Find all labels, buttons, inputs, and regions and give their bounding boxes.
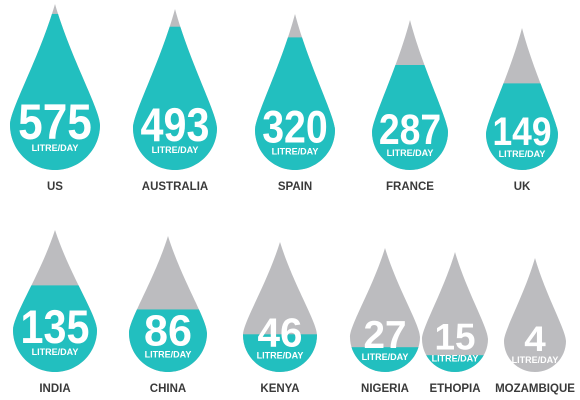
drop-value-spain: 320 <box>262 102 328 153</box>
drop-fill-india <box>13 285 97 372</box>
drop-unit-kenya: LITRE/DAY <box>257 350 304 360</box>
drop-value-kenya: 46 <box>258 309 303 355</box>
country-label-australia: AUSTRALIA <box>142 181 208 193</box>
country-label-uk: UK <box>514 181 531 193</box>
country-label-us: US <box>47 181 63 193</box>
drop-value-mozambique: 4 <box>524 320 546 359</box>
country-label-india: INDIA <box>39 383 70 395</box>
drop-unit-us: LITRE/DAY <box>32 143 79 153</box>
drop-unit-australia: LITRE/DAY <box>152 145 199 155</box>
drop-value-ethopia: 15 <box>435 316 476 357</box>
drop-unit-mozambique: LITRE/DAY <box>512 355 559 365</box>
drop-value-uk: 149 <box>492 110 551 154</box>
drop-value-us: 575 <box>18 94 92 150</box>
drop-fill-uk <box>486 83 558 170</box>
drop-value-australia: 493 <box>141 98 210 151</box>
drop-value-india: 135 <box>21 300 90 353</box>
drop-unit-france: LITRE/DAY <box>387 148 434 158</box>
country-label-spain: SPAIN <box>278 181 312 193</box>
country-label-mozambique: MOZAMBIQUE <box>495 383 575 395</box>
drop-value-nigeria: 27 <box>364 314 407 357</box>
country-label-nigeria: NIGERIA <box>361 383 409 395</box>
country-label-kenya: KENYA <box>260 383 299 395</box>
drop-fill-china <box>129 309 207 372</box>
country-label-france: FRANCE <box>386 181 434 193</box>
drop-value-china: 86 <box>144 306 192 355</box>
drop-empty-mozambique <box>504 258 566 372</box>
drop-unit-uk: LITRE/DAY <box>499 149 546 159</box>
drop-unit-india: LITRE/DAY <box>32 347 79 357</box>
drop-unit-nigeria: LITRE/DAY <box>362 352 409 362</box>
country-label-ethopia: ETHOPIA <box>429 383 480 395</box>
drop-unit-ethopia: LITRE/DAY <box>432 353 479 363</box>
drop-empty-ethopia <box>422 252 488 372</box>
drop-unit-china: LITRE/DAY <box>145 349 192 359</box>
drop-value-france: 287 <box>379 106 441 154</box>
drop-empty-nigeria <box>350 248 420 372</box>
drops-group: 575LITRE/DAYUS493LITRE/DAYAUSTRALIA320LI… <box>10 4 575 395</box>
country-label-china: CHINA <box>150 383 186 395</box>
drop-unit-spain: LITRE/DAY <box>272 147 319 157</box>
